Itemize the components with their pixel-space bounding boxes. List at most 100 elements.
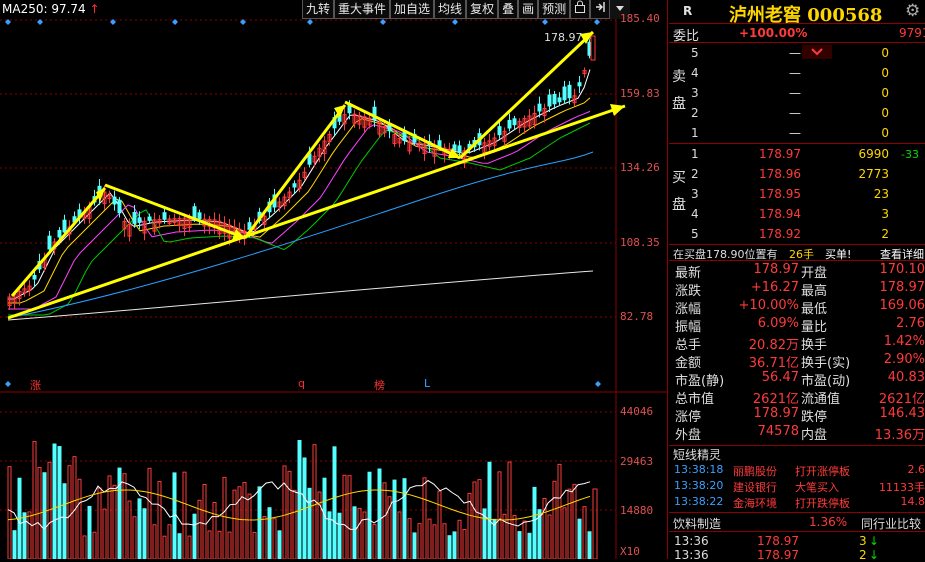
genie-row[interactable]: 13:38:20 建设银行 大笔买入 11133手 (669, 479, 925, 495)
buy-order-row[interactable]: 3 178.95 23 (669, 185, 925, 205)
moving-average-button[interactable]: 均线 (434, 0, 467, 19)
industry-name[interactable]: 饮料制造 (673, 517, 722, 531)
genie-row[interactable]: 13:38:22 金海环境 打开跌停板 14.8 (669, 495, 925, 511)
trend-arrow-icon (448, 148, 460, 158)
buy-order-volume: 2773 (858, 167, 889, 181)
stat-value: 74578 (757, 424, 799, 439)
volume-bar (567, 488, 572, 559)
buy-order-index: 3 (691, 187, 699, 201)
genie-event: 打开涨停板 (795, 465, 850, 478)
volume-bar (232, 489, 237, 559)
buy-order-row[interactable]: 5 178.92 2 (669, 225, 925, 245)
gear-icon[interactable]: ⚙ (905, 1, 921, 21)
lock-icon[interactable] (570, 0, 591, 19)
dropdown-icon[interactable] (610, 0, 630, 19)
jiuzhuan-button[interactable]: 九转 (302, 0, 335, 19)
major-events-button[interactable]: 重大事件 (334, 0, 391, 19)
orderbook-info: 在买盘178.90位置有 26手 买单! 查看详细 (669, 245, 925, 261)
candle-body (172, 218, 177, 224)
volume-bar (122, 473, 127, 559)
expand-right-icon[interactable] (590, 0, 611, 19)
kline-chart-area[interactable]: MA250: 97.74 ↑ 九转 重大事件 加自选 均线 复权 叠 画 预测 … (0, 0, 668, 559)
sell-order-row[interactable]: 3 — 0 (669, 84, 925, 104)
stat-value: 170.10 (879, 262, 925, 277)
stat-label: 市盈(动) (801, 374, 851, 389)
event-diamond-icon (240, 19, 246, 25)
candle-body (152, 219, 157, 232)
candle-body (367, 117, 372, 126)
candle-body (27, 285, 32, 292)
ma60-line (7, 151, 594, 319)
candle-body (492, 137, 497, 146)
volume-unit-label: X10 (620, 545, 640, 558)
volume-bar (147, 467, 152, 559)
stat-label: 开盘 (801, 266, 828, 281)
stat-value: 169.06 (879, 298, 925, 313)
candle-body (287, 191, 292, 199)
candle-body (362, 116, 367, 128)
stock-name: 泸州老窖 (729, 5, 801, 26)
event-diamond-icon (542, 19, 548, 25)
event-diamond-icon (5, 19, 11, 25)
kline-chart-svg[interactable] (0, 0, 668, 559)
volume-bar (102, 508, 107, 559)
stat-label: 量比 (801, 320, 828, 335)
volume-bar (187, 535, 192, 559)
candle-body (132, 211, 137, 224)
candle-body (357, 114, 362, 125)
volume-bar (547, 514, 552, 559)
volume-axis-label-3: 14880 (620, 504, 654, 517)
event-mark-q[interactable]: q (298, 377, 305, 390)
volume-bar (457, 519, 462, 559)
stat-value: 56.47 (761, 370, 799, 385)
volume-bar (217, 530, 222, 559)
volume-bar (207, 530, 212, 559)
sell-order-row[interactable]: 5 — 0 (669, 44, 925, 64)
stat-value: 13.36万 (874, 428, 925, 443)
volume-bar (347, 475, 352, 559)
candle-body (527, 115, 532, 127)
volume-bar (227, 531, 232, 559)
sell-order-row[interactable]: 4 — 0 (669, 64, 925, 84)
y-axis-label-1: 185.40 (620, 12, 660, 25)
volume-bar (247, 493, 252, 559)
add-watchlist-button[interactable]: 加自选 (390, 0, 435, 19)
event-mark-l[interactable]: L (424, 377, 431, 390)
buy-order-row[interactable]: 2 178.96 2773 (669, 165, 925, 185)
volume-ma5-line (7, 479, 591, 531)
volume-bar (437, 490, 442, 559)
candle-body (482, 142, 487, 154)
candle-body (142, 220, 147, 234)
event-mark-bang[interactable]: 榜 (374, 379, 385, 392)
genie-stock: 金海环境 (733, 497, 777, 510)
sell-order-volume: 0 (881, 106, 889, 120)
event-mark-zhang[interactable]: 涨 (30, 379, 41, 392)
candle-body (22, 288, 27, 294)
candle-body (182, 217, 187, 230)
tick-row: 13:36 178.97 2 ↓ (669, 548, 925, 562)
volume-bar (447, 535, 452, 559)
collapse-chevron-icon[interactable] (802, 45, 832, 62)
sell-order-row[interactable]: 2 — 0 (669, 104, 925, 124)
stat-value: 178.97 (879, 280, 925, 295)
rights-adjust-button[interactable]: 复权 (466, 0, 499, 19)
short-line-genie-title[interactable]: 短线精灵 (673, 448, 722, 462)
view-details-link[interactable]: 查看详细 (880, 248, 924, 261)
buy-order-row[interactable]: 4 178.94 3 (669, 205, 925, 225)
overlay-button[interactable]: 叠 (498, 0, 519, 19)
industry-compare-link[interactable]: 同行业比较 (861, 517, 922, 531)
buy-order-row[interactable]: 1 178.97 6990 -33 (669, 145, 925, 165)
sell-order-row[interactable]: 1 — 0 (669, 124, 925, 144)
volume-bar (427, 518, 432, 559)
volume-bar (272, 518, 277, 559)
ma250-text: MA250: 97.74 (2, 2, 86, 16)
r-label[interactable]: R (683, 4, 693, 18)
draw-button[interactable]: 画 (518, 0, 539, 19)
tick-time: 13:36 (674, 548, 709, 562)
stat-row: 总市值 2621亿 流通值 2621亿 (669, 388, 925, 407)
candle-body (57, 229, 62, 238)
volume-bar (382, 482, 387, 559)
genie-row[interactable]: 13:38:18 丽鹏股份 打开涨停板 2.6 (669, 463, 925, 479)
candle-body (512, 118, 517, 126)
forecast-button[interactable]: 预测 (538, 0, 571, 19)
